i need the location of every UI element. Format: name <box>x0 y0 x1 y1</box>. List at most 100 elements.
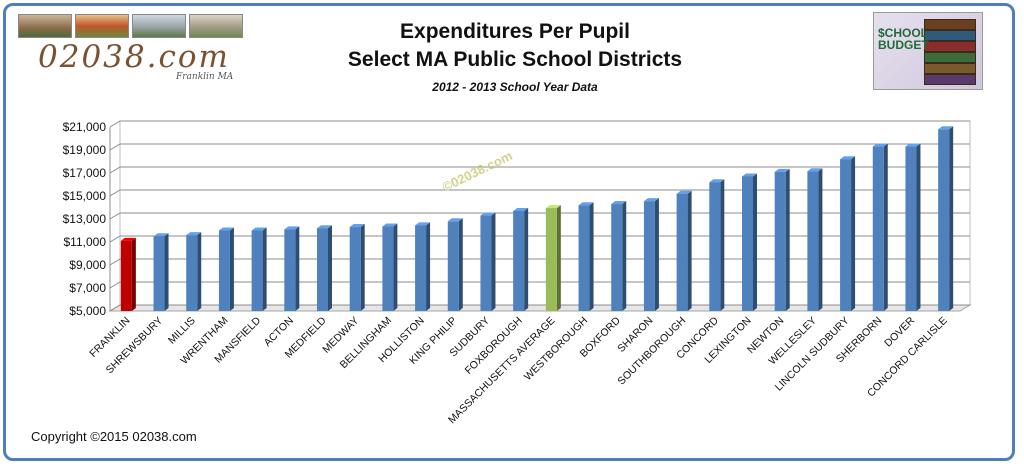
bar-top <box>284 226 300 230</box>
site-town: Franklin MA <box>176 72 234 82</box>
bar-front <box>840 159 852 311</box>
bar <box>676 190 692 311</box>
school-budget-badge: $CHOOL BUDGET <box>873 12 983 90</box>
bar <box>218 227 234 311</box>
gridline <box>109 166 970 174</box>
logo-photo <box>132 14 186 38</box>
bar-side <box>328 225 332 311</box>
bar-front <box>251 230 263 311</box>
bar-top <box>938 126 954 130</box>
bar-side <box>785 168 790 311</box>
bar-top <box>382 223 398 227</box>
bar-side <box>720 179 725 311</box>
y-tick-label: $5,000 <box>69 304 106 318</box>
bar-top <box>676 190 692 194</box>
bar <box>709 179 725 311</box>
gridline <box>109 143 970 151</box>
y-tick-label: $13,000 <box>63 212 107 226</box>
site-logo[interactable]: 02038.com Franklin MA <box>18 14 253 84</box>
bar-side <box>360 224 365 311</box>
bar <box>872 143 888 311</box>
bar-top <box>905 143 921 147</box>
bar-top <box>349 224 365 228</box>
book-stack-icon <box>924 41 976 52</box>
bar-side <box>262 227 267 311</box>
bar-side <box>164 233 169 311</box>
chart-year-note: 2012 - 2013 School Year Data <box>432 80 598 94</box>
bar-side <box>654 198 659 311</box>
book-stack-icon <box>924 19 976 30</box>
bar <box>382 223 398 311</box>
copyright-text: Copyright ©2015 02038.com <box>31 429 197 444</box>
bar-front <box>186 235 198 311</box>
bar-side <box>131 237 136 311</box>
bar-front <box>415 225 427 311</box>
bar-top <box>120 237 136 241</box>
bar-top <box>415 222 431 226</box>
bar-front <box>120 240 132 311</box>
bar-front <box>774 171 786 311</box>
logo-photo <box>189 14 243 38</box>
gridline <box>109 189 970 197</box>
bar <box>317 225 332 311</box>
x-tick-label: SHREWSBURY <box>104 315 166 377</box>
bar-side <box>687 190 692 311</box>
bar <box>153 233 169 311</box>
y-tick-label: $15,000 <box>63 189 107 203</box>
book-stack-icon <box>924 63 976 74</box>
y-tick-label: $9,000 <box>69 258 106 272</box>
bar-top <box>317 225 332 229</box>
bar-top <box>513 207 529 211</box>
bar <box>415 222 431 311</box>
bar-side <box>491 212 496 311</box>
bar-top <box>251 227 267 231</box>
bar-side <box>295 226 300 311</box>
chart-title: Expenditures Per Pupil <box>400 20 630 43</box>
bar <box>643 198 659 311</box>
gridline <box>109 120 970 128</box>
bar-top <box>611 201 627 205</box>
bar-side <box>197 232 202 311</box>
bar-side <box>229 227 234 311</box>
bar <box>480 212 496 311</box>
bar <box>938 126 954 311</box>
y-tick-label: $19,000 <box>63 143 107 157</box>
bar-front <box>317 228 328 311</box>
bar-front <box>480 215 492 311</box>
bar <box>742 173 757 311</box>
bar-front <box>611 204 623 311</box>
bar-top <box>643 198 659 202</box>
logo-photo-strip <box>18 14 253 38</box>
book-stack-icon <box>924 74 976 85</box>
bar-front <box>578 205 590 311</box>
bar <box>186 232 202 311</box>
bar-front <box>872 146 884 311</box>
bar <box>447 218 463 311</box>
badge-line1: $CHOOL <box>878 26 929 40</box>
logo-photo <box>18 14 72 38</box>
book-stack-icon <box>924 30 976 41</box>
bar-front <box>545 208 557 311</box>
bar-front <box>742 176 753 311</box>
bar-top <box>709 179 725 183</box>
bar-top <box>447 218 463 222</box>
bar-front <box>218 230 230 311</box>
bar-side <box>949 126 954 311</box>
bar <box>251 227 267 311</box>
bar-top <box>872 143 888 147</box>
bar-top <box>840 156 856 160</box>
bar-side <box>426 222 431 311</box>
bar-side <box>524 207 529 311</box>
bar-front <box>676 193 688 311</box>
badge-line2: BUDGET <box>878 38 929 52</box>
bar-top <box>186 232 202 236</box>
bar-front <box>349 227 361 311</box>
logo-photo <box>75 14 129 38</box>
bar-side <box>753 173 757 311</box>
bar-side <box>589 202 594 311</box>
bar-top <box>774 168 790 172</box>
x-tick-label: MILLIS <box>166 315 198 347</box>
y-tick-label: $7,000 <box>69 281 106 295</box>
x-tick-label: FOXBOROUGH <box>463 315 525 377</box>
